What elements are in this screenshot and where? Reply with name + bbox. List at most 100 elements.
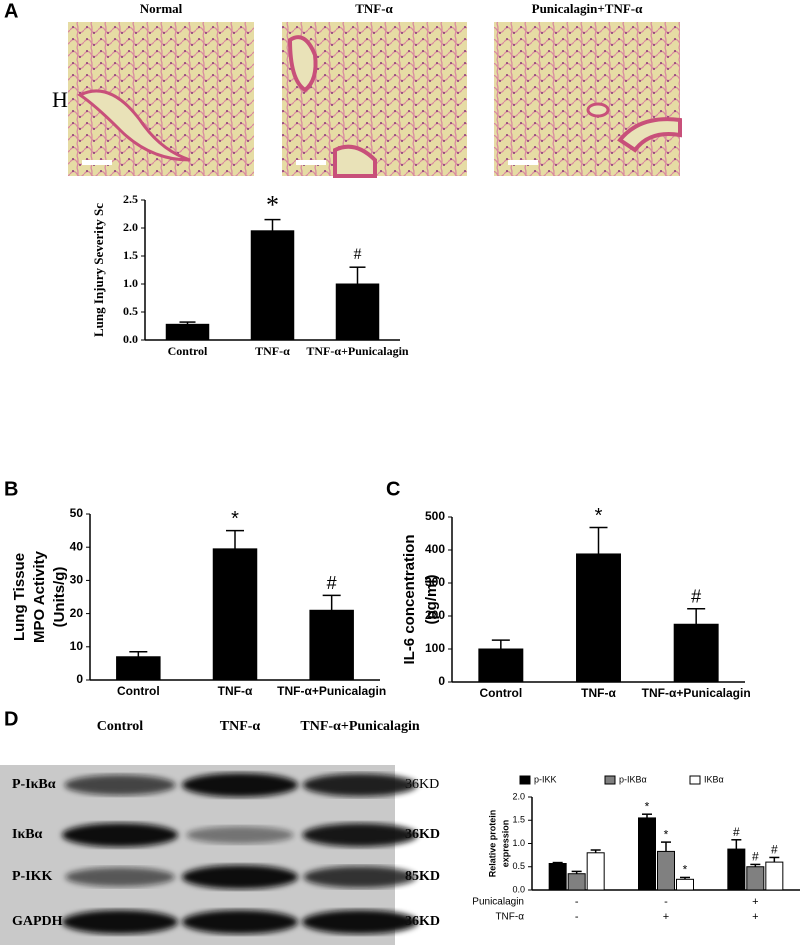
significance-mark: * [595,505,603,527]
bar [567,873,586,891]
significance-mark: # [691,586,701,606]
y-tick-label: 0.5 [512,861,525,871]
bar [586,852,605,891]
blot-row-label: P-IκBα [12,777,56,792]
y-tick-label: 40 [70,539,84,553]
bar [673,623,719,683]
y-tick-label: 200 [425,608,445,622]
factor-label: Punicalagin [472,897,524,908]
factor-value: + [752,911,758,923]
y-tick-label: 0 [438,674,445,688]
lane-label: TNF-α [220,719,261,734]
x-tick-label: Control [117,684,160,698]
blot-band [182,910,298,934]
blot-band [303,866,417,888]
panel-label: A [4,0,18,22]
bar [657,850,675,891]
legend-swatch [604,775,616,785]
y-axis-label: Relative protein [487,810,497,878]
x-tick-label: TNF-α [255,344,290,358]
x-tick-label: TNF-α+Punicalagin [277,684,386,698]
x-tick-label: TNF-α [218,684,253,698]
bar [116,656,161,681]
lane-label: Control [97,719,144,734]
blot-band [64,774,176,796]
significance-mark: # [733,825,740,839]
blot-band [302,910,418,934]
x-tick-label: TNF-α [581,686,616,700]
bar [746,866,765,891]
blot-row-label: IκBα [12,827,43,842]
y-tick-label: 10 [70,639,84,653]
blot-band [302,823,418,847]
bar [212,548,258,681]
y-axis-label: Lung Injury Severity Sc [91,203,106,337]
y-tick-label: 2.0 [123,220,138,234]
y-axis-label: IL-6 concentration [401,534,418,664]
significance-mark: * [231,508,239,530]
bar [576,553,621,683]
bar [676,878,694,891]
significance-mark: # [771,843,778,857]
y-tick-label: 2.0 [512,791,525,801]
legend-label: p-IKK [534,774,557,784]
y-tick-label: 0.5 [123,304,138,318]
blot-band [302,773,418,797]
y-tick-label: 500 [425,509,445,523]
bar [309,609,354,681]
y-tick-label: 1.0 [512,838,525,848]
y-tick-label: 1.5 [512,815,525,825]
significance-mark: * [664,827,669,841]
blot-band [62,910,178,934]
significance-mark: # [327,573,337,593]
y-axis-label: expression [500,820,510,868]
bar [765,861,784,891]
y-tick-label: 50 [70,506,84,520]
image-title: Punicalagin+TNF-α [532,1,643,16]
y-tick-label: 100 [425,641,445,655]
blot-band [186,826,294,844]
bar [250,230,295,341]
factor-value: + [752,896,758,908]
blot-band [182,865,298,889]
x-tick-label: TNF-α+Punicalagin [642,686,751,700]
legend-label: IKBα [704,774,724,784]
y-tick-label: 300 [425,575,445,589]
panel-label: C [386,478,400,500]
x-tick-label: TNF-α+Punicalagin [306,344,409,358]
factor-value: + [663,911,669,923]
x-tick-label: Control [480,686,523,700]
x-tick-label: Control [168,344,208,358]
factor-value: - [575,911,579,923]
y-tick-label: 1.0 [123,276,138,290]
blot-row-label: P-IKK [12,869,53,884]
bar [638,817,656,891]
bar [548,862,567,891]
legend-swatch [519,775,531,785]
y-tick-label: 1.5 [123,248,138,262]
significance-mark: * [266,191,279,220]
lane-label: TNF-α+Punicalagin [300,719,419,734]
significance-mark: # [752,850,759,864]
bar [165,323,210,341]
legend-label: p-IKBα [619,774,647,784]
significance-mark: * [683,863,688,877]
blot-band [182,773,298,797]
bar [335,283,380,341]
y-tick-label: 30 [70,573,84,587]
y-tick-label: 0.0 [512,884,525,894]
factor-value: - [664,896,668,908]
y-tick-label: 20 [70,606,84,620]
blot-size-label: 85KD [405,869,440,884]
bar [478,648,524,683]
y-tick-label: 2.5 [123,192,138,206]
blot-band [65,867,175,887]
blot-row-label: GAPDH [12,914,63,929]
panel-label: D [4,708,18,730]
y-tick-label: 400 [425,542,445,556]
histology-images [68,22,682,178]
factor-label: TNF-α [495,912,524,923]
significance-mark: * [645,799,650,813]
panel-label: B [4,478,18,500]
